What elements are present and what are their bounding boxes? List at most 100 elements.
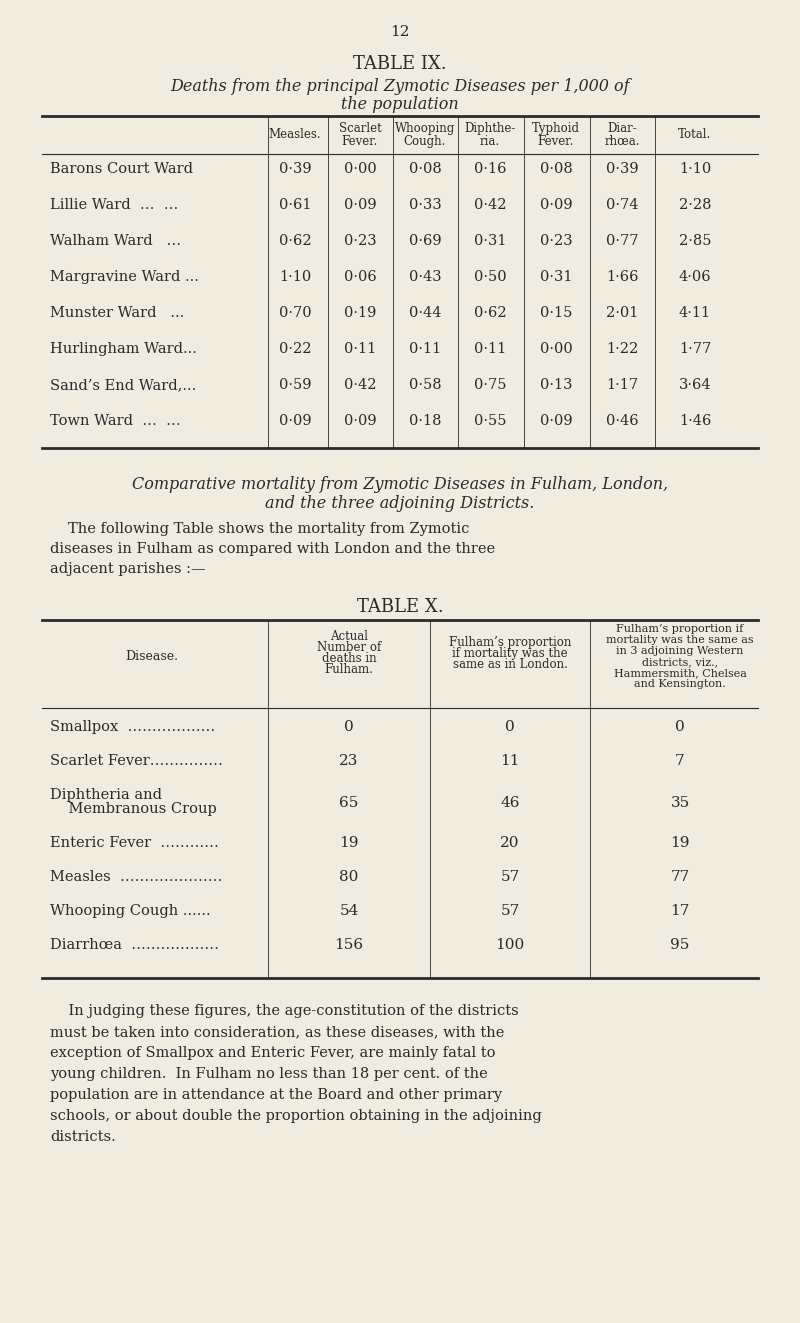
Text: 7: 7: [675, 754, 685, 767]
Text: districts.: districts.: [50, 1130, 116, 1144]
Text: 0·43: 0·43: [409, 270, 442, 284]
Text: Comparative mortality from Zymotic Diseases in Fulham, London,: Comparative mortality from Zymotic Disea…: [132, 476, 668, 493]
Text: 0·59: 0·59: [278, 378, 311, 392]
Text: Walham Ward   …: Walham Ward …: [50, 234, 181, 247]
Text: 0·39: 0·39: [278, 161, 311, 176]
Text: Town Ward  …  …: Town Ward … …: [50, 414, 181, 429]
Text: schools, or about double the proportion obtaining in the adjoining: schools, or about double the proportion …: [50, 1109, 542, 1123]
Text: rhœa.: rhœa.: [604, 135, 640, 148]
Text: 12: 12: [390, 25, 410, 38]
Text: districts, viz.,: districts, viz.,: [642, 658, 718, 667]
Text: 11: 11: [500, 754, 520, 767]
Text: 2·01: 2·01: [606, 306, 638, 320]
Text: Smallpox  ………………: Smallpox ………………: [50, 720, 215, 734]
Text: mortality was the same as: mortality was the same as: [606, 635, 754, 646]
Text: Membranous Croup: Membranous Croup: [50, 802, 217, 816]
Text: 0·06: 0·06: [344, 270, 376, 284]
Text: TABLE X.: TABLE X.: [357, 598, 443, 617]
Text: 0·55: 0·55: [474, 414, 506, 429]
Text: the population: the population: [341, 97, 459, 112]
Text: 1·77: 1·77: [679, 343, 711, 356]
Text: 0·08: 0·08: [540, 161, 572, 176]
Text: Fulham’s proportion: Fulham’s proportion: [449, 636, 571, 650]
Text: 0·11: 0·11: [409, 343, 441, 356]
Text: Total.: Total.: [678, 128, 712, 142]
Text: 0·74: 0·74: [606, 198, 638, 212]
Text: 3·64: 3·64: [678, 378, 711, 392]
Text: 0·39: 0·39: [606, 161, 638, 176]
Text: 0·19: 0·19: [344, 306, 376, 320]
Text: 1·10: 1·10: [279, 270, 311, 284]
Text: 0·31: 0·31: [540, 270, 572, 284]
Text: Fulham’s proportion if: Fulham’s proportion if: [616, 624, 744, 634]
Text: in 3 adjoining Western: in 3 adjoining Western: [616, 646, 744, 656]
Text: Diar-: Diar-: [607, 122, 637, 135]
Text: 0·42: 0·42: [474, 198, 506, 212]
Text: 0·23: 0·23: [344, 234, 376, 247]
Text: 156: 156: [334, 938, 363, 953]
Text: 0: 0: [505, 720, 515, 734]
Text: 57: 57: [500, 871, 520, 884]
Text: 0·00: 0·00: [540, 343, 572, 356]
Text: 1·22: 1·22: [606, 343, 638, 356]
Text: must be taken into consideration, as these diseases, with the: must be taken into consideration, as the…: [50, 1025, 504, 1039]
Text: 0·09: 0·09: [344, 414, 376, 429]
Text: Typhoid: Typhoid: [532, 122, 580, 135]
Text: 0·22: 0·22: [278, 343, 311, 356]
Text: 4·06: 4·06: [678, 270, 711, 284]
Text: 35: 35: [670, 796, 690, 810]
Text: 0·08: 0·08: [409, 161, 442, 176]
Text: Margravine Ward ...: Margravine Ward ...: [50, 270, 199, 284]
Text: TABLE IX.: TABLE IX.: [353, 56, 447, 73]
Text: adjacent parishes :—: adjacent parishes :—: [50, 562, 206, 576]
Text: 1·66: 1·66: [606, 270, 638, 284]
Text: 0·00: 0·00: [344, 161, 376, 176]
Text: deaths in: deaths in: [322, 652, 376, 665]
Text: ria.: ria.: [480, 135, 500, 148]
Text: 0·61: 0·61: [278, 198, 311, 212]
Text: Whooping Cough ......: Whooping Cough ......: [50, 904, 210, 918]
Text: Measles.: Measles.: [269, 128, 322, 142]
Text: 0·23: 0·23: [540, 234, 572, 247]
Text: Diphtheria and: Diphtheria and: [50, 789, 162, 802]
Text: 0·31: 0·31: [474, 234, 506, 247]
Text: Diphthe-: Diphthe-: [464, 122, 516, 135]
Text: Diarrhœa  ………………: Diarrhœa ………………: [50, 938, 219, 953]
Text: 0·09: 0·09: [344, 198, 376, 212]
Text: Hurlingham Ward...: Hurlingham Ward...: [50, 343, 197, 356]
Text: 17: 17: [670, 904, 690, 918]
Text: 0·09: 0·09: [540, 198, 572, 212]
Text: and the three adjoining Districts.: and the three adjoining Districts.: [266, 495, 534, 512]
Text: 0·33: 0·33: [409, 198, 442, 212]
Text: Sand’s End Ward,...: Sand’s End Ward,...: [50, 378, 196, 392]
Text: 57: 57: [500, 904, 520, 918]
Text: Lillie Ward  …  …: Lillie Ward … …: [50, 198, 178, 212]
Text: 2·28: 2·28: [678, 198, 711, 212]
Text: Scarlet: Scarlet: [338, 122, 382, 135]
Text: Munster Ward   ...: Munster Ward ...: [50, 306, 184, 320]
Text: Number of: Number of: [317, 642, 381, 654]
Text: 54: 54: [339, 904, 358, 918]
Text: Whooping: Whooping: [395, 122, 455, 135]
Text: if mortality was the: if mortality was the: [452, 647, 568, 660]
Text: 0·75: 0·75: [474, 378, 506, 392]
Text: 0·11: 0·11: [474, 343, 506, 356]
Text: 0·62: 0·62: [278, 234, 311, 247]
Text: 0·62: 0·62: [474, 306, 506, 320]
Text: same as in London.: same as in London.: [453, 658, 567, 671]
Text: Enteric Fever  …………: Enteric Fever …………: [50, 836, 219, 849]
Text: The following Table shows the mortality from Zymotic: The following Table shows the mortality …: [68, 523, 470, 536]
Text: 19: 19: [670, 836, 690, 849]
Text: 0·18: 0·18: [409, 414, 442, 429]
Text: Disease.: Disease.: [126, 650, 178, 663]
Text: 0·44: 0·44: [409, 306, 442, 320]
Text: Actual: Actual: [330, 630, 368, 643]
Text: 1·10: 1·10: [679, 161, 711, 176]
Text: 100: 100: [495, 938, 525, 953]
Text: 77: 77: [670, 871, 690, 884]
Text: 0: 0: [344, 720, 354, 734]
Text: 0·46: 0·46: [606, 414, 638, 429]
Text: 1·46: 1·46: [679, 414, 711, 429]
Text: Barons Court Ward: Barons Court Ward: [50, 161, 193, 176]
Text: In judging these figures, the age-constitution of the districts: In judging these figures, the age-consti…: [50, 1004, 518, 1017]
